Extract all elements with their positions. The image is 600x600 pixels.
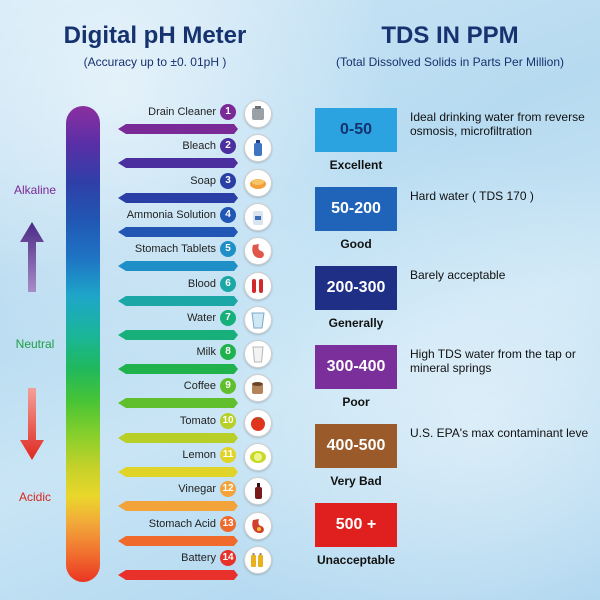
drain-cleaner-icon: [244, 100, 272, 128]
vinegar-bottle-icon: [244, 477, 272, 506]
ammonia-bottle-icon: [244, 202, 272, 231]
neutral-label: Neutral: [15, 337, 55, 351]
ph-value-badge: 3: [220, 172, 236, 189]
tds-description: U.S. EPA's max contaminant leve: [410, 426, 589, 440]
ph-item-3: Soap 3: [112, 168, 282, 207]
ph-value-badge: 10: [220, 412, 236, 429]
ph-item-label: Vinegar: [178, 483, 216, 496]
tds-subtitle: (Total Dissolved Solids in Parts Per Mil…: [335, 55, 565, 69]
ph-item-13: Stomach Acid 13: [112, 511, 282, 550]
tds-description: Ideal drinking water from reverse osmosi…: [410, 110, 585, 138]
ph-value-badge: 8: [220, 344, 236, 361]
ph-pointer-arrow-icon: [118, 432, 238, 443]
ph-item-7: Water 7: [112, 305, 282, 344]
tds-description: Hard water ( TDS 170 ): [410, 189, 534, 203]
tds-range-box: 500 +: [315, 503, 397, 547]
ph-pointer-arrow-icon: [118, 398, 238, 409]
tds-description: High TDS water from the tap or mineral s…: [410, 347, 576, 375]
tds-grade-label: Poor: [342, 395, 370, 409]
ph-value-badge: 1: [220, 104, 236, 120]
ph-pointer-arrow-icon: [118, 192, 238, 203]
ph-pointer-arrow-icon: [118, 569, 238, 580]
ph-pointer-arrow-icon: [118, 329, 238, 340]
ph-item-label: Milk: [196, 346, 216, 359]
ph-pointer-arrow-icon: [118, 364, 238, 375]
tds-grade-label: Generally: [328, 316, 384, 330]
ph-item-label: Bleach: [182, 140, 216, 153]
acidic-label: Acidic: [18, 490, 51, 504]
milk-glass-icon: [244, 340, 272, 369]
tds-range-box: 0-50: [315, 108, 397, 152]
alkaline-arrow-icon: [20, 222, 44, 292]
ph-pointer-arrow-icon: [118, 158, 238, 169]
ph-pointer-arrow-icon: [118, 124, 238, 134]
ph-value-badge: 2: [220, 138, 236, 155]
ph-pointer-arrow-icon: [118, 295, 238, 306]
ph-meter-title: Digital pH Meter: [63, 22, 247, 49]
ph-item-8: Milk 8: [112, 340, 282, 378]
tds-range-box: 400-500: [315, 424, 397, 468]
ph-value-badge: 7: [220, 309, 236, 326]
ph-item-10: Tomato 10: [112, 408, 282, 447]
ph-item-label: Coffee: [183, 380, 216, 393]
ph-value-badge: 6: [220, 275, 236, 292]
ph-item-11: Lemon 11: [112, 443, 282, 481]
tds-grade-label: Very Bad: [330, 474, 382, 488]
ph-item-label: Soap: [190, 174, 216, 187]
ph-meter-subtitle: (Accuracy up to ±0. 01pH ): [83, 55, 227, 69]
ph-pointer-arrow-icon: [118, 226, 238, 237]
tds-range-box: 50-200: [315, 187, 397, 231]
alkaline-label: Alkaline: [13, 183, 57, 197]
ph-value-badge: 13: [220, 515, 236, 532]
ph-item-label: Lemon: [182, 449, 216, 461]
soap-icon: [244, 168, 272, 197]
tds-range-box: 200-300: [315, 266, 397, 310]
ph-value-badge: 11: [220, 447, 236, 463]
ph-item-label: Tomato: [179, 414, 216, 427]
ph-item-label: Stomach Tablets: [134, 243, 216, 256]
ph-item-label: Stomach Acid: [148, 517, 216, 530]
tds-range-box: 300-400: [315, 345, 397, 389]
ph-item-5: Stomach Tablets 5: [112, 237, 282, 275]
ph-pointer-arrow-icon: [118, 467, 238, 477]
ph-item-1: Drain Cleaner 1: [112, 100, 282, 138]
ph-item-2: Bleach 2: [112, 134, 282, 172]
ph-item-label: Ammonia Solution: [126, 208, 216, 221]
stomach-acid-icon: [244, 511, 272, 540]
acidic-arrow-icon: [20, 388, 44, 460]
ph-value-badge: 14: [220, 549, 236, 566]
ph-pointer-arrow-icon: [118, 535, 238, 546]
tds-grade-label: Excellent: [329, 158, 383, 172]
tds-description: Barely acceptable: [410, 268, 506, 282]
ph-item-label: Water: [187, 311, 216, 324]
ph-item-14: Battery 14: [112, 545, 282, 584]
stomach-icon: [244, 237, 272, 266]
lemon-icon: [244, 443, 272, 471]
bleach-bottle-icon: [244, 134, 272, 163]
tds-grade-label: Good: [340, 237, 372, 251]
ph-value-badge: 9: [220, 378, 236, 395]
ph-value-badge: 5: [220, 241, 236, 258]
ph-pointer-arrow-icon: [118, 261, 238, 272]
coffee-cup-icon: [244, 374, 272, 403]
ph-item-label: Battery: [181, 551, 216, 564]
ph-item-label: Drain Cleaner: [148, 106, 216, 118]
ph-item-label: Blood: [187, 277, 216, 290]
ph-item-12: Vinegar 12: [112, 477, 282, 515]
ph-item-6: Blood 6: [112, 271, 282, 310]
battery-icon: [244, 545, 272, 574]
tds-grade-label: Unacceptable: [316, 553, 396, 567]
ph-item-9: Coffee 9: [112, 374, 282, 412]
tomato-icon: [244, 408, 272, 437]
tds-title: TDS IN PPM: [381, 22, 519, 49]
blood-tube-icon: [244, 271, 272, 300]
water-glass-icon: [244, 305, 272, 334]
ph-value-badge: 4: [220, 206, 236, 223]
ph-scale-bar: [66, 106, 100, 582]
ph-value-badge: 12: [220, 481, 236, 498]
ph-item-4: Ammonia Solution 4: [112, 202, 282, 241]
ph-pointer-arrow-icon: [118, 501, 238, 512]
